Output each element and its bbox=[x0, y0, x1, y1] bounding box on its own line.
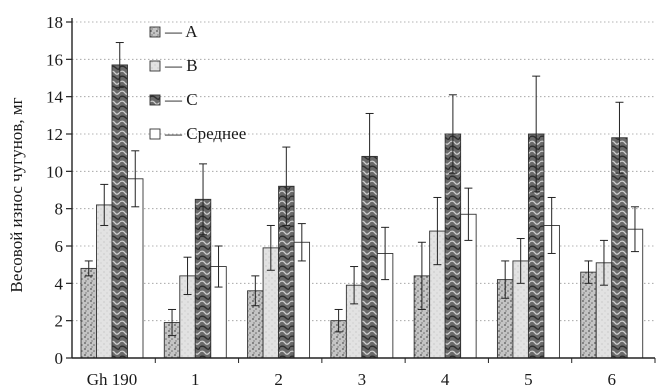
y-tick-label: 14 bbox=[46, 88, 64, 107]
y-tick-label: 2 bbox=[55, 312, 64, 331]
legend-swatch-A bbox=[149, 26, 161, 38]
legend: — A — B — C — Среднее bbox=[149, 22, 246, 143]
y-tick-label: 16 bbox=[46, 50, 63, 69]
x-tick-label: 4 bbox=[441, 370, 450, 389]
y-tick-label: 6 bbox=[55, 237, 64, 256]
legend-label-Среднее: — Среднее bbox=[164, 124, 246, 143]
x-tick-label: 6 bbox=[607, 370, 616, 389]
y-tick-label: 0 bbox=[55, 349, 64, 368]
y-axis-title: Весовой износ чугунов, мг bbox=[7, 97, 26, 292]
y-tick-label: 12 bbox=[46, 125, 63, 144]
x-tick-label: 3 bbox=[358, 370, 367, 389]
x-tick-label: 5 bbox=[524, 370, 533, 389]
legend-label-B: — B bbox=[164, 56, 198, 75]
legend-swatch-Среднее bbox=[149, 128, 161, 140]
y-tick-label: 10 bbox=[46, 162, 63, 181]
y-tick-label: 4 bbox=[55, 274, 64, 293]
bar-A bbox=[580, 271, 597, 359]
bar-A bbox=[80, 267, 97, 359]
y-tick-label: 18 bbox=[46, 13, 63, 32]
grid bbox=[72, 21, 655, 322]
x-tick-label: Gh 190 bbox=[87, 370, 138, 389]
y-tick-label: 8 bbox=[55, 200, 64, 219]
legend-swatch-C bbox=[149, 94, 161, 106]
x-tick-label: 1 bbox=[191, 370, 200, 389]
legend-label-A: — A bbox=[164, 22, 198, 41]
x-tick-label: 2 bbox=[274, 370, 283, 389]
legend-label-C: — C bbox=[164, 90, 198, 109]
bar-B bbox=[96, 204, 113, 359]
legend-swatch-B bbox=[149, 60, 161, 72]
bar-C bbox=[111, 64, 128, 359]
